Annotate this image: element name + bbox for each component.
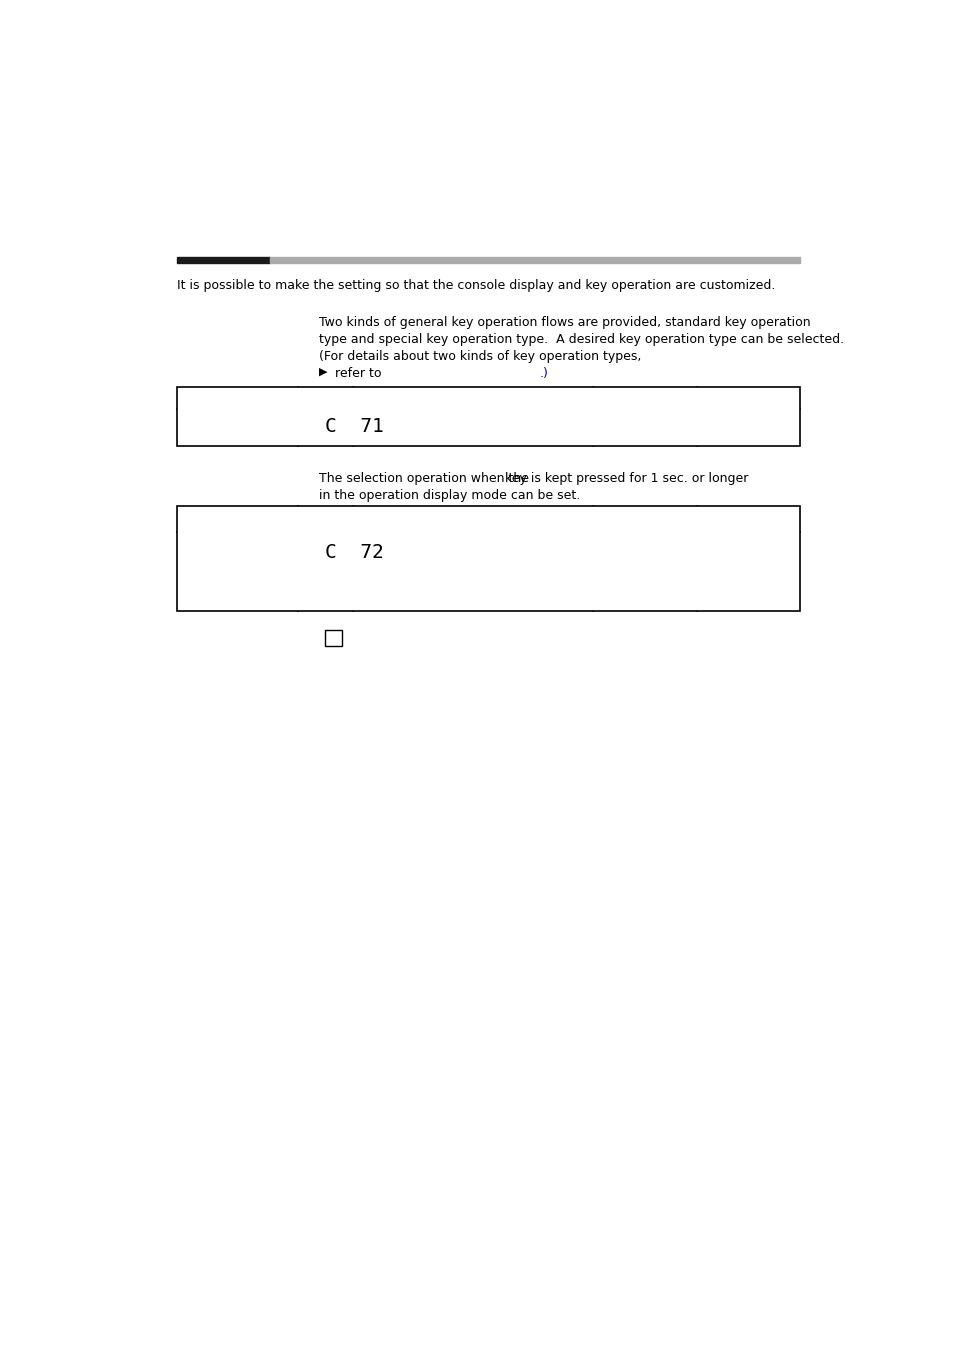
Text: key is kept pressed for 1 sec. or longer: key is kept pressed for 1 sec. or longer (505, 471, 748, 485)
Bar (324, 630, 341, 646)
Text: .): .) (538, 367, 548, 380)
Bar (177, 257, 270, 263)
Text: C  71: C 71 (324, 416, 383, 436)
Bar (177, 386, 799, 446)
Text: refer to: refer to (335, 367, 381, 380)
Text: C  72: C 72 (324, 543, 383, 562)
Text: !: ! (330, 631, 335, 644)
Text: in the operation display mode can be set.: in the operation display mode can be set… (319, 489, 579, 501)
Text: Two kinds of general key operation flows are provided, standard key operation: Two kinds of general key operation flows… (319, 316, 810, 330)
Text: ▶: ▶ (319, 367, 328, 377)
Text: (For details about two kinds of key operation types,: (For details about two kinds of key oper… (319, 350, 641, 363)
Text: The selection operation when the: The selection operation when the (319, 471, 529, 485)
Text: It is possible to make the setting so that the console display and key operation: It is possible to make the setting so th… (177, 280, 775, 292)
Bar (270, 257, 799, 263)
Text: type and special key operation type.  A desired key operation type can be select: type and special key operation type. A d… (319, 334, 843, 346)
Bar (177, 507, 799, 611)
